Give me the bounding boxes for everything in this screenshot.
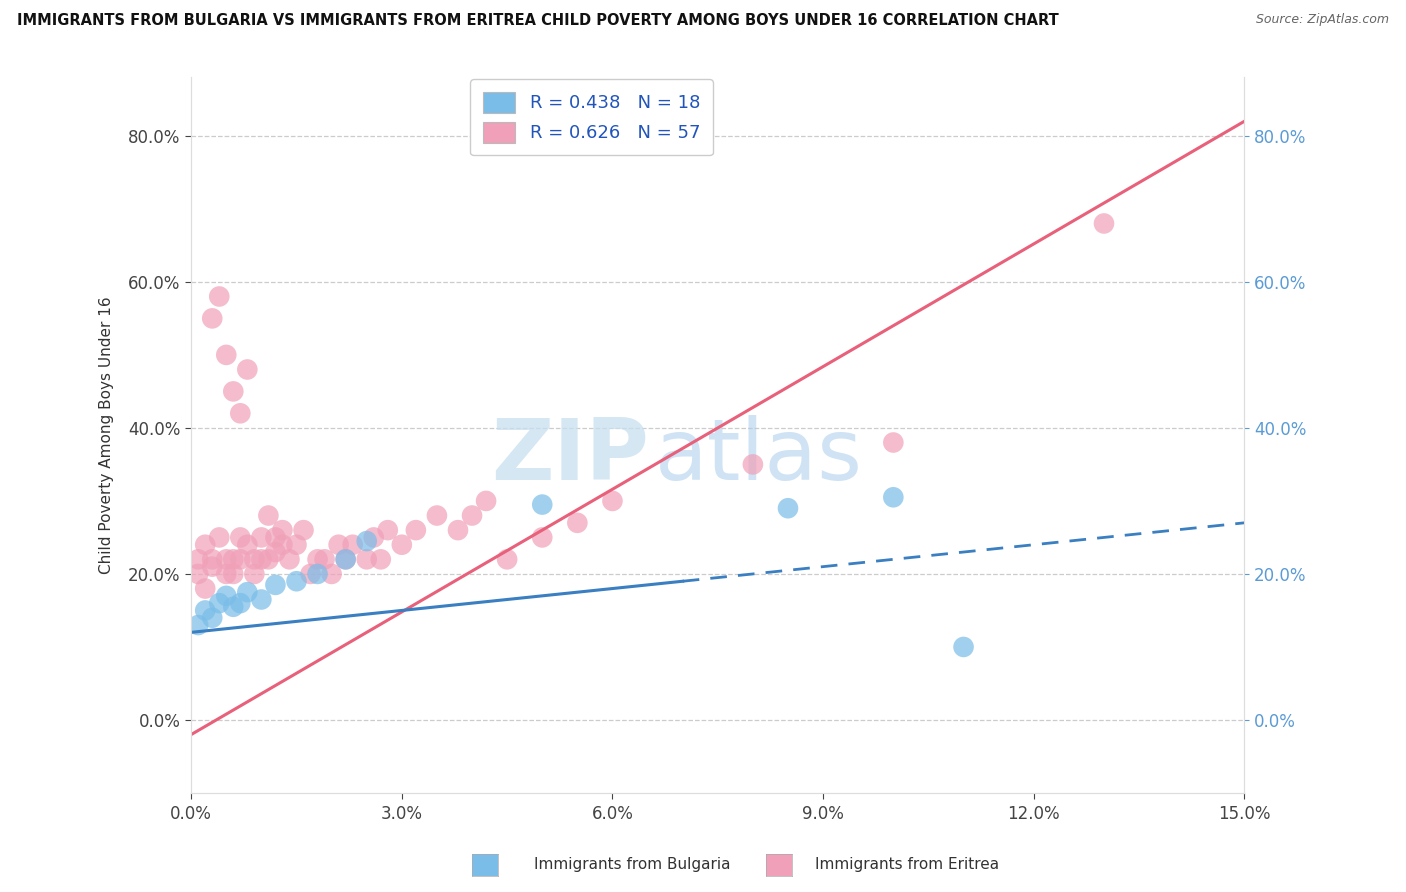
Point	[194, 538, 217, 552]
Point	[299, 566, 322, 581]
Point	[187, 552, 209, 566]
Point	[187, 618, 209, 632]
Point	[222, 384, 245, 399]
Point	[531, 530, 554, 544]
Point	[356, 534, 378, 549]
Point	[215, 552, 238, 566]
Point	[229, 596, 252, 610]
Point	[250, 552, 273, 566]
Point	[391, 538, 413, 552]
Point	[208, 596, 231, 610]
Point	[426, 508, 449, 523]
Point	[278, 552, 301, 566]
Point	[882, 490, 904, 504]
Point	[229, 552, 252, 566]
Point	[208, 289, 231, 303]
Legend: R = 0.438   N = 18, R = 0.626   N = 57: R = 0.438 N = 18, R = 0.626 N = 57	[470, 79, 713, 155]
Point	[236, 362, 259, 376]
Point	[356, 552, 378, 566]
Point	[222, 599, 245, 614]
Point	[307, 552, 329, 566]
Point	[243, 566, 266, 581]
Point	[531, 498, 554, 512]
Y-axis label: Child Poverty Among Boys Under 16: Child Poverty Among Boys Under 16	[100, 296, 114, 574]
Point	[328, 538, 350, 552]
Text: Immigrants from Bulgaria: Immigrants from Bulgaria	[534, 857, 731, 872]
Text: Immigrants from Eritrea: Immigrants from Eritrea	[815, 857, 1000, 872]
Text: atlas: atlas	[655, 415, 863, 498]
Point	[264, 530, 287, 544]
Point	[952, 640, 974, 654]
Text: ZIP: ZIP	[492, 415, 650, 498]
Point	[363, 530, 385, 544]
Point	[250, 592, 273, 607]
Point	[201, 311, 224, 326]
Point	[194, 603, 217, 617]
Point	[285, 574, 308, 589]
Point	[447, 523, 470, 537]
Point	[215, 566, 238, 581]
Point	[882, 435, 904, 450]
Point	[602, 494, 624, 508]
Point	[264, 545, 287, 559]
Point	[567, 516, 589, 530]
Point	[314, 552, 336, 566]
Point	[496, 552, 519, 566]
Text: IMMIGRANTS FROM BULGARIA VS IMMIGRANTS FROM ERITREA CHILD POVERTY AMONG BOYS UND: IMMIGRANTS FROM BULGARIA VS IMMIGRANTS F…	[17, 13, 1059, 29]
Point	[285, 538, 308, 552]
Point	[222, 566, 245, 581]
Point	[292, 523, 315, 537]
Point	[475, 494, 498, 508]
Point	[187, 566, 209, 581]
Point	[257, 552, 280, 566]
Point	[264, 578, 287, 592]
Point	[370, 552, 392, 566]
Point	[208, 530, 231, 544]
Point	[1092, 217, 1115, 231]
Point	[215, 348, 238, 362]
Point	[194, 582, 217, 596]
Point	[335, 552, 357, 566]
Point	[250, 530, 273, 544]
Point	[776, 501, 799, 516]
Point	[229, 406, 252, 420]
Point	[222, 552, 245, 566]
Point	[243, 552, 266, 566]
Point	[201, 552, 224, 566]
Point	[461, 508, 484, 523]
Point	[236, 585, 259, 599]
Point	[271, 538, 294, 552]
Point	[377, 523, 399, 537]
Point	[335, 552, 357, 566]
Point	[405, 523, 427, 537]
Point	[201, 559, 224, 574]
Point	[342, 538, 364, 552]
Point	[257, 508, 280, 523]
Point	[229, 530, 252, 544]
Text: Source: ZipAtlas.com: Source: ZipAtlas.com	[1256, 13, 1389, 27]
Point	[215, 589, 238, 603]
Point	[201, 611, 224, 625]
Point	[236, 538, 259, 552]
Point	[321, 566, 343, 581]
Point	[741, 458, 763, 472]
Point	[271, 523, 294, 537]
Point	[307, 566, 329, 581]
